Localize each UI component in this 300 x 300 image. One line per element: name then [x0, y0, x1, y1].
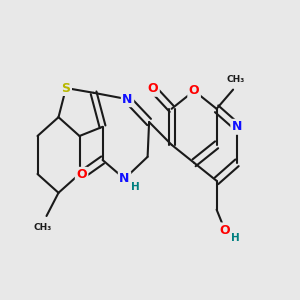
Text: CH₃: CH₃ — [226, 76, 244, 85]
Text: H: H — [231, 232, 240, 243]
Text: N: N — [232, 120, 242, 133]
Text: O: O — [220, 224, 230, 237]
Text: N: N — [122, 93, 133, 106]
Text: O: O — [148, 82, 158, 95]
Text: H: H — [130, 182, 140, 192]
Text: N: N — [119, 172, 130, 185]
Text: O: O — [76, 168, 87, 181]
Text: O: O — [189, 84, 200, 97]
Text: CH₃: CH₃ — [34, 223, 52, 232]
Text: S: S — [61, 82, 70, 94]
